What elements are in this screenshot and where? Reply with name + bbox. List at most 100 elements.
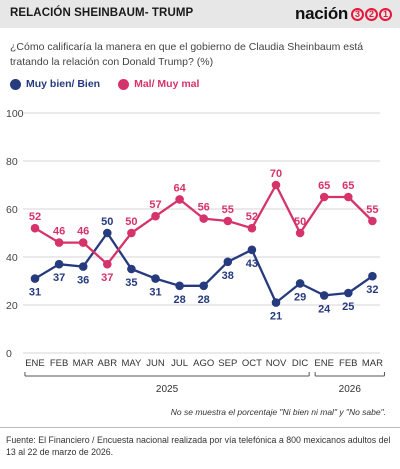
legend-marker-bad <box>118 78 130 90</box>
x-tick-label: ENE <box>314 358 334 369</box>
data-point <box>199 281 208 291</box>
y-tick-label: 0 <box>6 348 12 360</box>
legend-marker-good <box>10 78 21 90</box>
data-label: 31 <box>149 287 161 299</box>
data-point <box>78 262 88 271</box>
data-point <box>271 180 281 190</box>
data-point <box>54 238 64 247</box>
legend-item-good: Muy bien/ Bien <box>10 78 100 90</box>
year-label: 2025 <box>156 384 179 395</box>
data-point <box>199 214 208 223</box>
legend: Muy bien/ Bien Mal/ Muy mal <box>10 78 217 90</box>
logo-digit: 3 <box>351 7 364 21</box>
data-label: 38 <box>222 270 234 282</box>
x-tick-label: MAR <box>73 358 94 369</box>
data-label: 35 <box>125 277 137 289</box>
data-label: 29 <box>294 291 306 303</box>
logo-wordmark: nación <box>295 4 348 23</box>
data-point <box>319 192 329 202</box>
chart-title: RELACIÓN SHEINBAUM- TRUMP <box>10 7 194 19</box>
data-point <box>175 195 184 204</box>
data-label: 65 <box>342 180 354 192</box>
data-point <box>295 279 305 288</box>
data-label: 28 <box>173 294 185 306</box>
x-tick-label: ABR <box>98 358 118 369</box>
data-point <box>78 238 88 247</box>
data-label: 50 <box>125 216 137 228</box>
data-point <box>295 228 305 238</box>
data-label: 52 <box>246 211 258 223</box>
x-tick-label: SEP <box>218 358 237 369</box>
data-point <box>344 192 353 202</box>
data-point <box>127 264 136 274</box>
data-point <box>223 257 233 267</box>
y-tick-label: 80 <box>6 156 18 168</box>
data-label: 24 <box>318 303 331 315</box>
data-point <box>103 228 112 238</box>
data-label: 36 <box>77 275 89 287</box>
data-point <box>368 271 377 281</box>
x-tick-label: MAY <box>121 358 142 369</box>
x-tick-label: AGO <box>193 358 214 369</box>
y-tick-label: 40 <box>6 252 18 264</box>
data-label: 37 <box>101 272 113 284</box>
x-tick-label: JUN <box>146 358 165 369</box>
legend-item-bad: Mal/ Muy mal <box>118 78 199 90</box>
line-chart: 0 20 40 60 80 100 ENE FEB MAR ABR MAY JUN JUL AGO SEP O… <box>6 108 385 395</box>
y-tick-label: 20 <box>6 300 18 312</box>
x-tick-label: MAR <box>362 358 383 369</box>
data-label: 56 <box>198 202 210 214</box>
x-tick-label: OCT <box>242 358 262 369</box>
footer-divider <box>0 427 400 428</box>
logo-digit: 1 <box>379 7 392 21</box>
x-tick-label: DIC <box>292 358 309 369</box>
logo-digit: 2 <box>365 7 378 21</box>
legend-label-bad: Mal/ Muy mal <box>134 78 200 90</box>
data-label: 46 <box>53 226 65 238</box>
legend-label-good: Muy bien/ Bien <box>26 78 101 90</box>
data-point <box>151 211 160 221</box>
data-point <box>344 288 353 298</box>
data-label: 21 <box>270 311 282 323</box>
logo-digits: 3 2 1 <box>350 7 392 21</box>
data-label: 25 <box>342 301 354 313</box>
x-tick-label: JUL <box>171 358 188 369</box>
data-label: 52 <box>29 211 41 223</box>
data-point <box>271 298 281 307</box>
data-label: 57 <box>149 199 161 211</box>
source-note: Fuente: El Financiero / Encuesta naciona… <box>6 435 391 457</box>
data-label: 50 <box>101 216 113 228</box>
footnote: No se muestra el porcentaje "Ni bien ni … <box>170 407 386 417</box>
data-point <box>223 216 233 226</box>
survey-question: ¿Cómo calificaría la manera en que el go… <box>10 41 364 68</box>
data-label: 64 <box>173 182 186 194</box>
data-label: 55 <box>366 204 378 216</box>
data-point <box>30 274 40 283</box>
data-label: 43 <box>246 258 258 270</box>
data-label: 46 <box>77 226 89 238</box>
data-point <box>30 223 40 233</box>
year-label: 2026 <box>339 384 362 395</box>
data-label: 31 <box>29 287 41 299</box>
data-point <box>175 281 184 291</box>
data-label: 70 <box>270 168 282 180</box>
data-label: 50 <box>294 216 306 228</box>
data-label: 55 <box>222 204 234 216</box>
x-tick-label: ENE <box>25 358 45 369</box>
y-tick-label: 100 <box>6 108 24 120</box>
data-point <box>127 228 136 238</box>
data-label: 65 <box>318 180 330 192</box>
data-point <box>368 216 377 226</box>
x-tick-label: FEB <box>50 358 68 369</box>
x-tick-label: NOV <box>266 358 287 369</box>
x-tick-label: FEB <box>339 358 357 369</box>
data-point <box>247 223 257 233</box>
data-point <box>103 259 112 269</box>
data-point <box>151 274 160 283</box>
data-point <box>247 245 257 255</box>
data-label: 37 <box>53 272 65 284</box>
header-bar <box>0 0 400 28</box>
data-label: 28 <box>198 294 210 306</box>
data-point <box>54 259 64 269</box>
y-tick-label: 60 <box>6 204 18 216</box>
